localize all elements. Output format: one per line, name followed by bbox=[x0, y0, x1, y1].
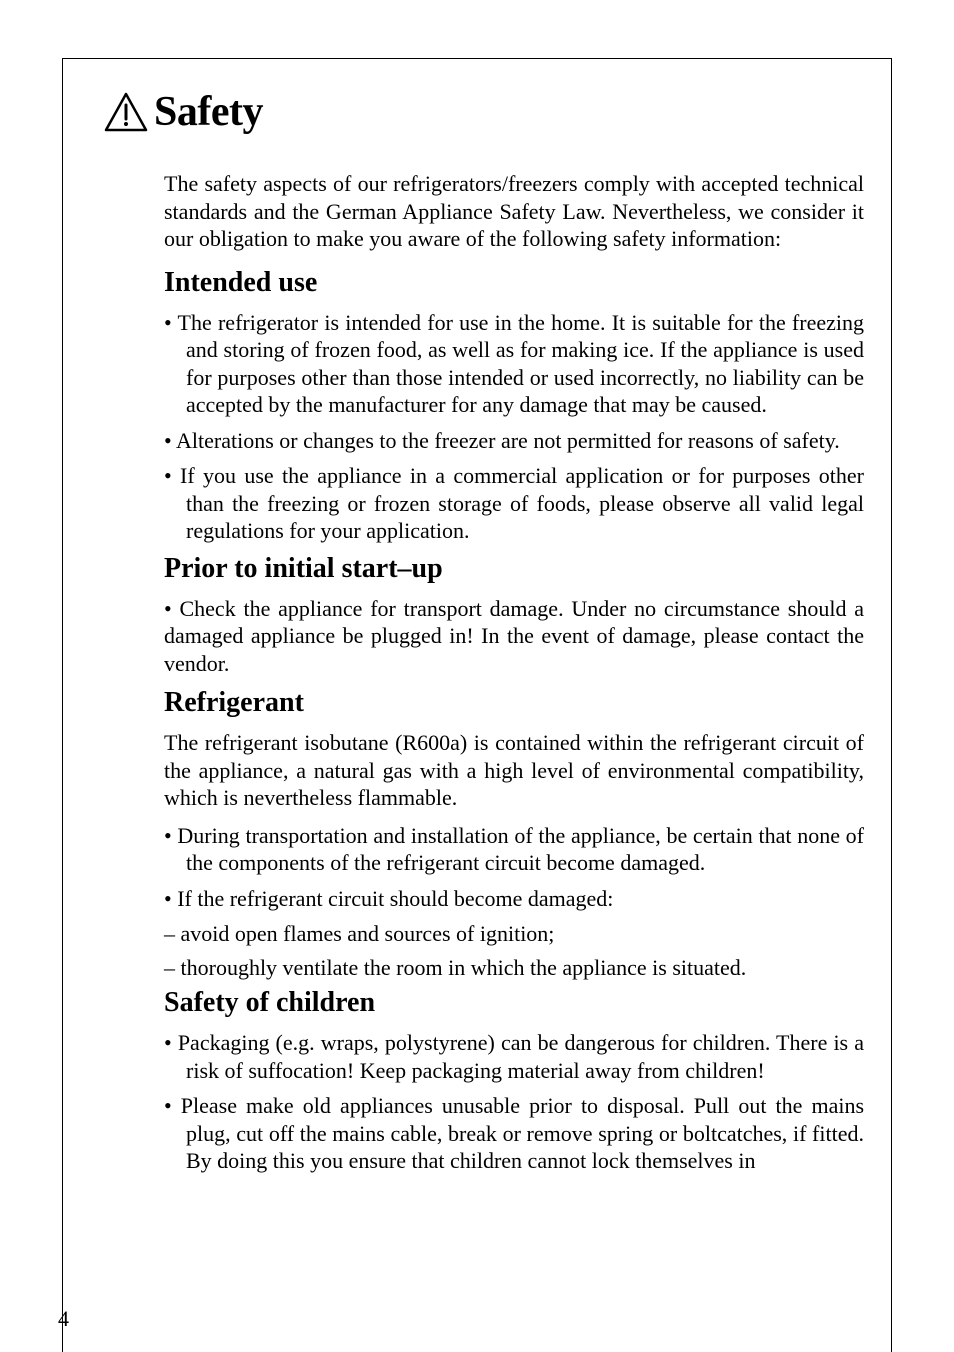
bullet-intended-use-1: Alterations or changes to the freezer ar… bbox=[164, 427, 864, 455]
bullet-refrigerant-1: If the refrigerant circuit should become… bbox=[164, 885, 864, 913]
bullet-intended-use-2: If you use the appliance in a commercial… bbox=[164, 462, 864, 545]
dash-refrigerant-0: – avoid open flames and sources of ignit… bbox=[164, 920, 864, 948]
bullet-refrigerant-0: During transportation and installation o… bbox=[164, 822, 864, 877]
bullet-intended-use-0: The refrigerator is intended for use in … bbox=[164, 309, 864, 419]
page-title: Safety bbox=[154, 88, 263, 136]
para-prior-startup: • Check the appliance for transport dama… bbox=[164, 595, 864, 678]
heading-refrigerant: Refrigerant bbox=[164, 687, 864, 719]
bullet-children-1: Please make old appliances unusable prio… bbox=[164, 1092, 864, 1175]
para-refrigerant: The refrigerant isobutane (R600a) is con… bbox=[164, 729, 864, 812]
warning-triangle-icon bbox=[104, 92, 148, 132]
title-row: Safety bbox=[104, 88, 864, 136]
page-number: 4 bbox=[58, 1306, 69, 1332]
content-area: Safety The safety aspects of our refrige… bbox=[104, 88, 864, 1183]
intro-paragraph: The safety aspects of our refrigerators/… bbox=[164, 170, 864, 253]
dash-refrigerant-1: – thoroughly ventilate the room in which… bbox=[164, 954, 864, 982]
heading-children: Safety of children bbox=[164, 987, 864, 1019]
heading-prior-startup: Prior to initial start–up bbox=[164, 553, 864, 585]
bullet-children-0: Packaging (e.g. wraps, polystyrene) can … bbox=[164, 1029, 864, 1084]
heading-intended-use: Intended use bbox=[164, 267, 864, 299]
